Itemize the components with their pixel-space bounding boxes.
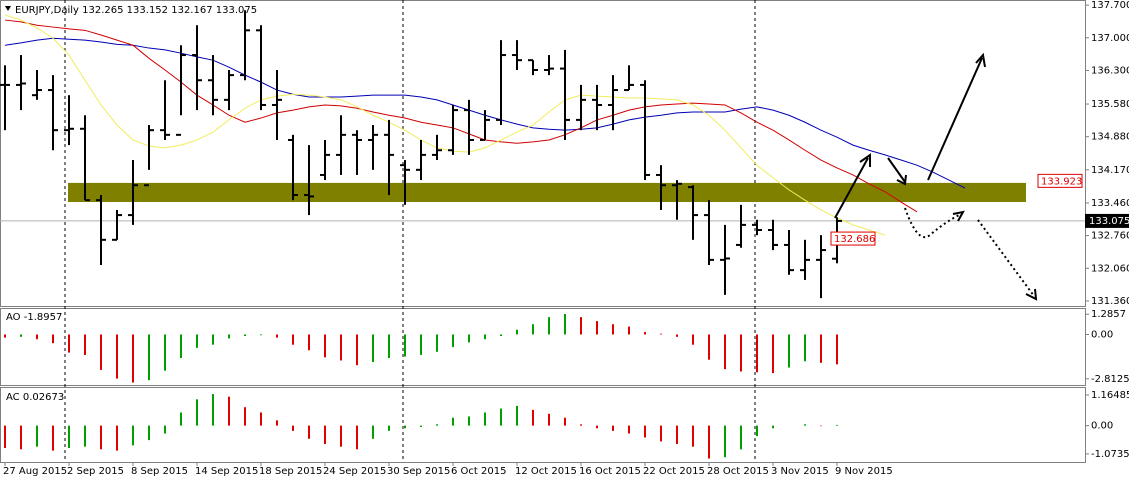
close-value: 133.075 (216, 5, 257, 16)
y-tick-label: 135.580 (1091, 99, 1129, 110)
chart-header: EURJPY,Daily 132.265 133.152 132.167 133… (15, 5, 257, 16)
arrowhead (952, 210, 965, 222)
ac-title: AC (6, 392, 20, 403)
x-tick-label: 16 Oct 2015 (579, 466, 641, 477)
x-tick-label: 9 Nov 2015 (835, 466, 893, 477)
ac-header: AC 0.02673 (6, 392, 64, 403)
x-tick-label: 27 Aug 2015 (3, 466, 67, 477)
dotted-arrow (977, 219, 1035, 297)
x-tick-label: 12 Oct 2015 (515, 466, 577, 477)
y-tick-label: 134.880 (1091, 132, 1129, 143)
header-icon (5, 6, 11, 11)
y-tick-label: 133.460 (1091, 198, 1129, 209)
symbol: EURJPY,Daily (15, 5, 79, 16)
y-tick-label: 136.300 (1091, 65, 1129, 76)
x-tick-label: 6 Oct 2015 (451, 466, 506, 477)
x-tick-label: 18 Sep 2015 (259, 466, 322, 477)
x-tick-label: 2 Sep 2015 (67, 466, 124, 477)
y-tick-label: 0.00 (1091, 421, 1113, 432)
arrow (887, 157, 906, 183)
x-tick-label: 3 Nov 2015 (771, 466, 829, 477)
high-value: 133.152 (127, 5, 168, 16)
x-tick-label: 22 Oct 2015 (643, 466, 705, 477)
y-tick-label: 134.170 (1091, 165, 1129, 176)
y-tick-label: 1.2857 (1091, 309, 1126, 320)
arrow (834, 157, 869, 219)
y-tick-label: -1.07353 (1091, 449, 1129, 460)
ac-value: 0.02673 (23, 392, 64, 403)
x-tick-label: 8 Sep 2015 (131, 466, 188, 477)
x-tick-label: 28 Oct 2015 (707, 466, 769, 477)
ao-panel (0, 308, 1086, 386)
y-tick-label: -2.8125 (1091, 374, 1129, 385)
y-tick-label: 132.060 (1091, 263, 1129, 274)
y-tick-label: 137.700 (1091, 0, 1129, 11)
x-tick-label: 30 Sep 2015 (387, 466, 450, 477)
y-tick-label: 132.760 (1091, 231, 1129, 242)
x-tick-label: 24 Sep 2015 (323, 466, 386, 477)
price-label-box (1037, 173, 1083, 188)
current-price-label: 133.075 (1089, 216, 1129, 227)
arrow (927, 57, 983, 181)
arrowhead (1025, 288, 1038, 301)
current-price-tag (1085, 213, 1129, 228)
arrowhead (859, 153, 871, 167)
support-zone (68, 182, 1026, 203)
price-label: 132.686 (834, 234, 875, 245)
moving-average (4, 19, 918, 213)
arrowhead (896, 174, 907, 186)
y-tick-label: 137.000 (1091, 33, 1129, 44)
main-panel (0, 0, 1086, 307)
ac-panel (0, 387, 1086, 463)
ao-header: AO -1.8957 (6, 312, 62, 323)
open-value: 132.265 (82, 5, 123, 16)
y-tick-label: 1.16485 (1091, 390, 1129, 401)
y-tick-label: 131.360 (1091, 296, 1129, 307)
y-tick-label: 0.00 (1091, 329, 1113, 340)
low-value: 132.167 (171, 5, 212, 16)
price-label-box (830, 231, 876, 246)
ao-title: AO (6, 312, 21, 323)
arrowhead (975, 52, 986, 68)
moving-average (4, 14, 886, 236)
ao-value: -1.8957 (24, 312, 63, 323)
price-label: 133.923 (1041, 176, 1082, 187)
analysis-arrows (834, 52, 1038, 301)
x-tick-label: 14 Sep 2015 (195, 466, 258, 477)
